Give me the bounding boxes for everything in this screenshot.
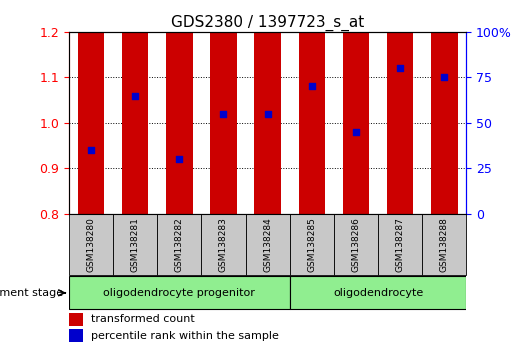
- Bar: [422, 214, 466, 275]
- Text: GSM138287: GSM138287: [396, 217, 404, 272]
- Bar: [78, 0, 104, 214]
- Bar: [431, 0, 457, 214]
- Bar: [298, 0, 325, 214]
- Title: GDS2380 / 1397723_s_at: GDS2380 / 1397723_s_at: [171, 14, 364, 30]
- Text: oligodendrocyte: oligodendrocyte: [333, 288, 423, 298]
- Bar: [113, 214, 157, 275]
- Point: [352, 129, 360, 135]
- Bar: [387, 0, 413, 214]
- Point: [307, 84, 316, 89]
- Bar: [166, 0, 192, 214]
- Text: GSM138282: GSM138282: [175, 217, 184, 272]
- Bar: [69, 330, 83, 342]
- Point: [131, 93, 139, 98]
- Point: [396, 65, 404, 71]
- Text: GSM138285: GSM138285: [307, 217, 316, 272]
- Bar: [290, 276, 466, 309]
- Point: [219, 111, 228, 116]
- Bar: [69, 276, 290, 309]
- Text: GSM138283: GSM138283: [219, 217, 228, 272]
- Bar: [69, 214, 113, 275]
- Text: GSM138280: GSM138280: [86, 217, 95, 272]
- Bar: [201, 214, 245, 275]
- Bar: [210, 0, 237, 214]
- Bar: [334, 214, 378, 275]
- Text: GSM138286: GSM138286: [351, 217, 360, 272]
- Bar: [245, 214, 290, 275]
- Text: GSM138288: GSM138288: [440, 217, 449, 272]
- Bar: [122, 0, 148, 214]
- Point: [263, 111, 272, 116]
- Text: oligodendrocyte progenitor: oligodendrocyte progenitor: [103, 288, 255, 298]
- Bar: [157, 214, 201, 275]
- Point: [87, 147, 95, 153]
- Bar: [69, 313, 83, 326]
- Point: [440, 75, 448, 80]
- Text: percentile rank within the sample: percentile rank within the sample: [91, 331, 279, 341]
- Text: GSM138281: GSM138281: [131, 217, 139, 272]
- Point: [175, 156, 183, 162]
- Text: transformed count: transformed count: [91, 314, 195, 324]
- Bar: [343, 0, 369, 214]
- Bar: [378, 214, 422, 275]
- Text: GSM138284: GSM138284: [263, 217, 272, 272]
- Bar: [290, 214, 334, 275]
- Bar: [254, 0, 281, 214]
- Text: development stage: development stage: [0, 288, 64, 298]
